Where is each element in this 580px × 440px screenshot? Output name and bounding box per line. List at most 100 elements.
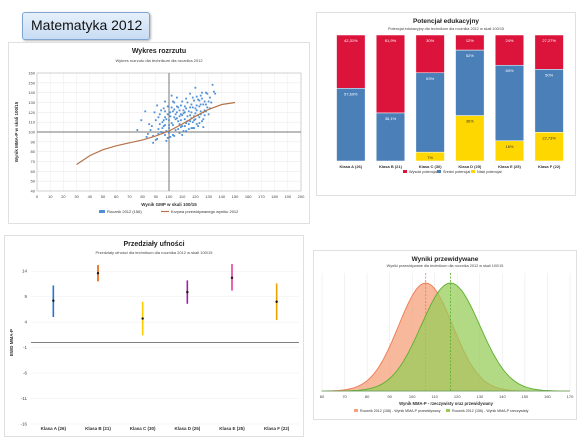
- scatter-point: [198, 99, 201, 102]
- scatter-point: [194, 112, 197, 115]
- scatter-point: [158, 123, 161, 126]
- x-tick-label: 110: [432, 394, 439, 399]
- scatter-point: [176, 105, 178, 108]
- chart-subtitle: Wyniki przewidywane dla technikum dla ro…: [387, 264, 504, 268]
- scatter-point: [140, 119, 143, 122]
- bar-value-label: 12%: [466, 38, 474, 43]
- scatter-point: [178, 115, 181, 118]
- x-tick-label: 140: [499, 394, 506, 399]
- interval-center-point: [186, 290, 189, 294]
- scatter-point: [157, 116, 160, 119]
- x-tick-label: 120: [192, 194, 199, 199]
- y-tick-label: 60: [31, 169, 36, 174]
- stacked-bar-segment: [534, 34, 564, 70]
- x-tick-label: 10: [48, 194, 53, 199]
- scatter-point: [185, 107, 188, 110]
- bar-value-label: 60%: [505, 68, 513, 73]
- legend-label: Wysoki potencjał: [409, 170, 438, 174]
- category-label: Klasa C (30): [130, 426, 156, 431]
- bar-value-label: 7%: [427, 155, 433, 160]
- stacked-bar-segment: [494, 34, 525, 66]
- scatter-point: [203, 114, 206, 117]
- scatter-point: [189, 120, 192, 123]
- x-tick-label: 130: [476, 394, 483, 399]
- prediction-curve: [76, 101, 236, 165]
- x-tick-label: 60: [320, 394, 325, 399]
- scatter-point: [194, 107, 197, 110]
- scatter-point: [178, 123, 181, 126]
- scatter-point: [176, 117, 178, 120]
- scatter-point: [179, 126, 182, 128]
- x-tick-label: 70: [342, 394, 347, 399]
- scatter-point: [169, 136, 172, 138]
- scatter-point: [181, 125, 184, 127]
- category-label: Klasa B (21): [379, 164, 403, 169]
- scatter-point: [212, 90, 215, 93]
- scatter-point: [168, 132, 170, 134]
- scatter-point: [193, 99, 195, 102]
- interval-center-point: [230, 276, 234, 280]
- scatter-point: [205, 91, 207, 94]
- bar-value-label: 50%: [545, 72, 553, 77]
- scatter-point: [146, 133, 149, 135]
- bar-value-label: 36%: [466, 119, 474, 124]
- y-tick-label: 9: [24, 294, 27, 299]
- scatter-point: [182, 109, 185, 112]
- scatter-point: [156, 137, 159, 140]
- scatter-point: [172, 100, 174, 103]
- scatter-point: [179, 113, 182, 116]
- scatter-point: [198, 116, 201, 119]
- scatter-point: [181, 100, 184, 103]
- scatter-point: [186, 101, 189, 104]
- x-axis-label: Wynik GMP w skali 100/15: [141, 202, 197, 207]
- scatter-point: [174, 129, 177, 131]
- y-tick-label: 130: [28, 100, 35, 105]
- scatter-point: [174, 118, 177, 121]
- category-label: Klasa E (25): [219, 426, 245, 431]
- scatter-point: [153, 111, 156, 114]
- scatter-point: [164, 116, 166, 119]
- x-axis-label: Wynik MMA-P - rzeczywisty oraz przewidyw…: [399, 401, 494, 406]
- x-tick-label: 30: [74, 194, 79, 199]
- y-tick-label: 110: [29, 120, 36, 125]
- legend-swatch: [471, 170, 475, 173]
- scatter-point: [202, 118, 205, 121]
- category-label: Klasa C (30): [419, 164, 443, 169]
- scatter-point: [173, 108, 176, 111]
- chart-subtitle: Przedziały ufności dla technikum dla roc…: [96, 250, 214, 255]
- x-tick-label: 100: [166, 194, 173, 199]
- stacked-bar-segment: [534, 132, 564, 162]
- x-tick-label: 40: [88, 194, 93, 199]
- scatter-point: [179, 104, 182, 107]
- stacked-bar-segment: [415, 151, 445, 162]
- stacked-bar-segment: [415, 72, 445, 153]
- y-tick-label: 140: [28, 90, 35, 95]
- scatter-point: [203, 100, 206, 103]
- y-axis-label: Wynik MMA-P w skali 100/15: [14, 101, 19, 162]
- scatter-point: [149, 129, 152, 131]
- scatter-point: [199, 94, 202, 97]
- scatter-point: [165, 139, 168, 142]
- bar-value-label: 27,27%: [542, 38, 556, 43]
- bar-value-label: 57,69%: [344, 91, 358, 96]
- y-axis-label: EWD MMA-P: [9, 329, 14, 356]
- category-label: Klasa A (26): [41, 426, 67, 431]
- bar-value-label: 61,9%: [385, 38, 397, 43]
- x-tick-label: 190: [284, 194, 291, 199]
- scatter-point: [191, 96, 194, 99]
- scatter-point: [177, 120, 180, 123]
- interval-center-point: [141, 317, 144, 320]
- scatter-point: [166, 137, 169, 139]
- scatter-point: [183, 125, 186, 127]
- scatter-point: [170, 106, 173, 109]
- scatter-point: [160, 131, 162, 133]
- scatter-point: [154, 138, 157, 141]
- scatter-point: [207, 113, 210, 116]
- scatter-point: [189, 92, 192, 95]
- legend-swatch: [354, 409, 358, 412]
- stacked-bar-chart: Potencjał edukacyjny Potencjał edukacyjny…: [336, 18, 564, 174]
- scatter-point: [195, 95, 198, 98]
- bar-value-label: 42,31%: [344, 38, 358, 43]
- category-label: Klasa D (25): [458, 164, 482, 169]
- interval-center-point: [52, 299, 55, 302]
